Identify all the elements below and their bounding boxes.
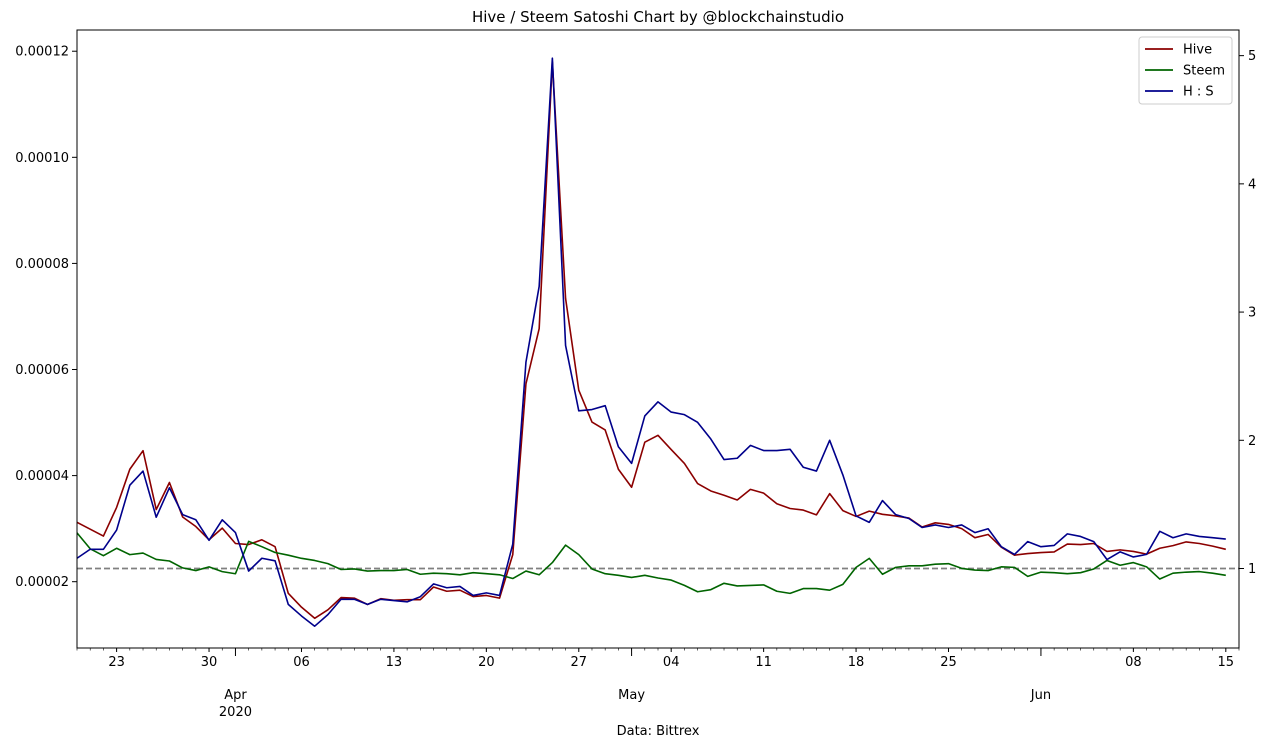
chart-title: Hive / Steem Satoshi Chart by @blockchai…	[472, 8, 844, 26]
series-line-hive	[76, 61, 1226, 620]
x-major-tick-label: Jun	[1030, 688, 1051, 703]
legend-label: Steem	[1183, 64, 1225, 79]
x-axis-label: Data: Bittrex	[617, 724, 700, 739]
x-minor-tick-label: 23	[108, 655, 125, 670]
left-y-tick-label: 0.00012	[15, 45, 69, 60]
x-major-tick-label: Apr	[224, 688, 247, 703]
legend: Hive Steem H : S	[1138, 36, 1233, 105]
left-y-tick-label: 0.00010	[15, 151, 69, 166]
x-major-tick-label: May	[618, 688, 645, 703]
x-minor-tick-label: 25	[940, 655, 957, 670]
plot-area	[76, 57, 1239, 628]
legend-box	[1138, 36, 1233, 105]
series-line-steem	[76, 532, 1226, 595]
x-axis: 23 30 06 13 20 27 04 11 18 25 08 15 Apr 2020 May Jun	[76, 648, 1240, 720]
x-minor-tick-label: 04	[663, 655, 680, 670]
x-minor-tick-label: 30	[201, 655, 218, 670]
right-y-axis: 1 2 3 4 5	[1239, 49, 1256, 577]
left-y-axis: 0.00002 0.00004 0.00006 0.00008 0.00010 0.000…	[15, 45, 77, 590]
right-y-tick-label: 5	[1248, 49, 1256, 64]
x-minor-tick-label: 15	[1218, 655, 1235, 670]
series-line-h-s	[76, 57, 1226, 628]
legend-label: Hive	[1183, 43, 1212, 58]
right-y-tick-label: 2	[1248, 434, 1256, 449]
left-y-tick-label: 0.00002	[15, 575, 69, 590]
x-minor-tick-label: 13	[386, 655, 403, 670]
left-y-tick-label: 0.00006	[15, 363, 69, 378]
right-y-tick-label: 4	[1248, 177, 1256, 192]
axes-frame	[76, 29, 1240, 649]
left-y-tick-label: 0.00004	[15, 469, 69, 484]
right-y-tick-label: 1	[1248, 562, 1256, 577]
right-y-tick-label: 3	[1248, 306, 1256, 321]
left-y-tick-label: 0.00008	[15, 257, 69, 272]
x-major-tick-sublabel: 2020	[219, 705, 252, 720]
x-minor-tick-label: 18	[848, 655, 865, 670]
x-minor-tick-label: 11	[755, 655, 772, 670]
x-minor-tick-label: 08	[1125, 655, 1142, 670]
x-minor-tick-label: 06	[293, 655, 310, 670]
x-minor-tick-label: 27	[570, 655, 587, 670]
legend-label: H : S	[1183, 85, 1214, 100]
x-minor-tick-label: 20	[478, 655, 495, 670]
